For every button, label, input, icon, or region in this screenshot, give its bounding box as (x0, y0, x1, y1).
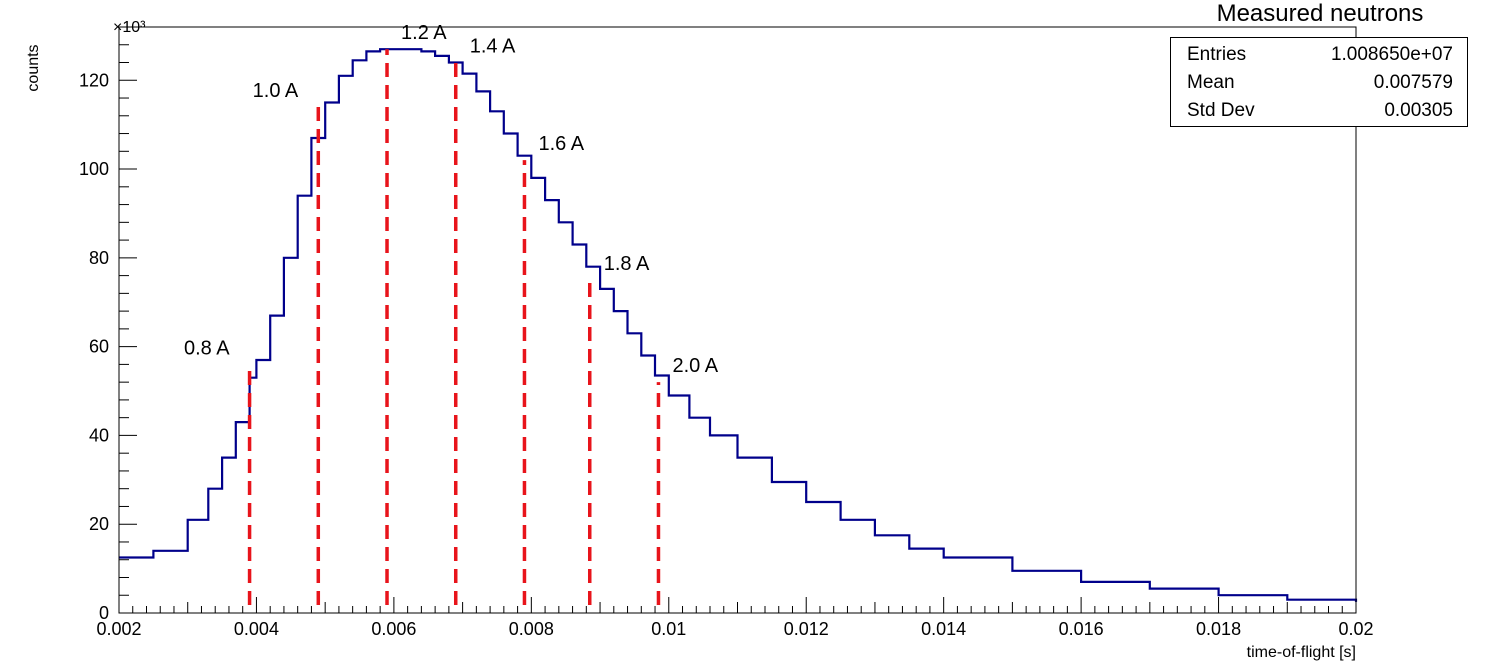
histogram-series (119, 48, 1358, 602)
stats-value: 1.008650e+07 (1330, 44, 1453, 65)
y-tick-label: 40 (89, 425, 109, 445)
x-tick-label: 0.02 (1338, 619, 1373, 639)
current-marker-label: 1.2 A (401, 22, 447, 44)
current-marker-label: 1.8 A (604, 253, 650, 275)
stats-value: 0.007579 (1373, 72, 1453, 93)
y-tick-label: 80 (89, 248, 109, 268)
x-tick-label: 0.008 (509, 619, 554, 639)
stats-value: 0.00305 (1384, 100, 1453, 121)
stats-key: Std Dev (1187, 100, 1255, 121)
y-axis-label: counts (25, 44, 42, 91)
stats-key: Mean (1187, 72, 1235, 93)
histogram-layer (119, 48, 1358, 602)
axis-layer: 0.002 0.004 0.006 0.008 0.01 0.012 0.014 0.016 0… (79, 44, 1374, 639)
x-tick-label: 0.014 (921, 619, 966, 639)
current-marker-label: 1.6 A (538, 133, 584, 155)
x-tick-label: 0.002 (96, 619, 141, 639)
y-tick-label: 100 (79, 159, 109, 179)
y-tick-label: 120 (79, 70, 109, 90)
marker-layer: 0.8 A 1.0 A 1.2 A 1.4 A 1.6 A 1.8 A 2.0 A (184, 22, 719, 605)
y-tick-label: 20 (89, 514, 109, 534)
x-tick-label: 0.018 (1196, 619, 1241, 639)
x-tick-label: 0.01 (651, 619, 686, 639)
stats-row-mean: Mean 0.007579 (1171, 72, 1467, 98)
x-tick-label: 0.004 (234, 619, 279, 639)
y-tick-label: 60 (89, 337, 109, 357)
chart-title: Measured neutrons (1216, 0, 1424, 27)
x-tick-label: 0.016 (1059, 619, 1104, 639)
y-tick-label: 0 (99, 603, 109, 623)
plot-frame (118, 26, 1357, 614)
current-marker-label: 0.8 A (184, 337, 230, 359)
stats-row-std-dev: Std Dev 0.00305 (1171, 100, 1467, 126)
x-tick-label: 0.012 (784, 619, 829, 639)
x-axis-label: time-of-flight [s] (1247, 644, 1356, 661)
current-marker-label: 1.4 A (470, 36, 516, 58)
stats-key: Entries (1187, 44, 1247, 65)
stats-box: Entries 1.008650e+07 Mean 0.007579 Std D… (1170, 37, 1468, 127)
stats-row-entries: Entries 1.008650e+07 (1171, 44, 1467, 70)
x-tick-label: 0.006 (371, 619, 416, 639)
y-multiplier-label: ×10³ (113, 19, 146, 36)
current-marker-label: 1.0 A (253, 80, 299, 102)
current-marker-label: 2.0 A (672, 355, 718, 377)
